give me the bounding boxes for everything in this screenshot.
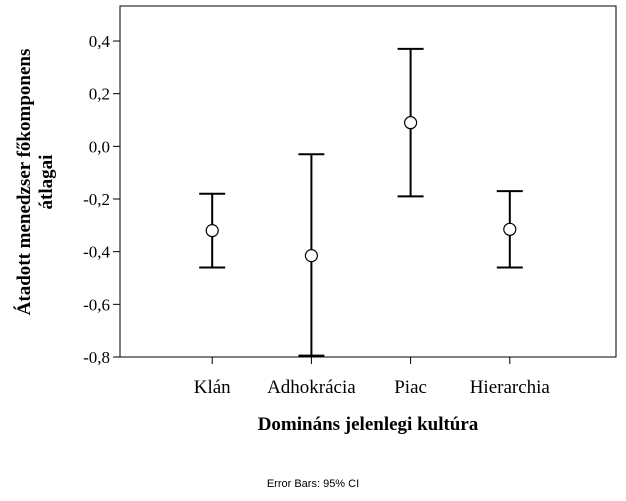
error-bars-series	[199, 47, 523, 357]
y-tick-label: 0,0	[89, 137, 110, 156]
y-tick-label: 0,2	[89, 85, 110, 104]
y-axis-label-line-2: átlagai	[36, 155, 57, 210]
mean-marker	[404, 116, 418, 130]
plot-area-frame	[119, 5, 617, 358]
y-tick-label: -0,8	[83, 348, 110, 367]
x-tick-label: Piac	[394, 377, 427, 398]
x-tick-label: Adhokrácia	[267, 377, 356, 398]
mean-marker	[304, 249, 318, 263]
error-bar-group	[496, 190, 523, 269]
x-tick-label: Hierarchia	[470, 377, 551, 398]
error-bar-group	[199, 192, 226, 269]
error-bar-group	[397, 47, 424, 198]
footnote-error-bars: Error Bars: 95% CI	[267, 478, 359, 490]
x-tick-label: Klán	[194, 377, 231, 398]
y-axis: 0,4 0,2 0,0 -0,2 -0,4 -0,6 -0,8	[83, 32, 120, 367]
y-tick-label: -0,6	[83, 295, 110, 314]
x-axis-label: Domináns jelenlegi kultúra	[258, 414, 479, 435]
mean-marker	[205, 224, 219, 238]
x-axis: Klán Adhokrácia Piac Hierarchia	[194, 357, 551, 398]
mean-marker	[503, 222, 517, 236]
y-tick-label: 0,4	[89, 32, 111, 51]
y-tick-label: -0,4	[83, 243, 110, 262]
y-tick-label: -0,2	[83, 190, 110, 209]
error-bar-group	[298, 153, 325, 357]
y-axis-label-line-1: Átadott menedzser főkomponens	[13, 49, 35, 316]
